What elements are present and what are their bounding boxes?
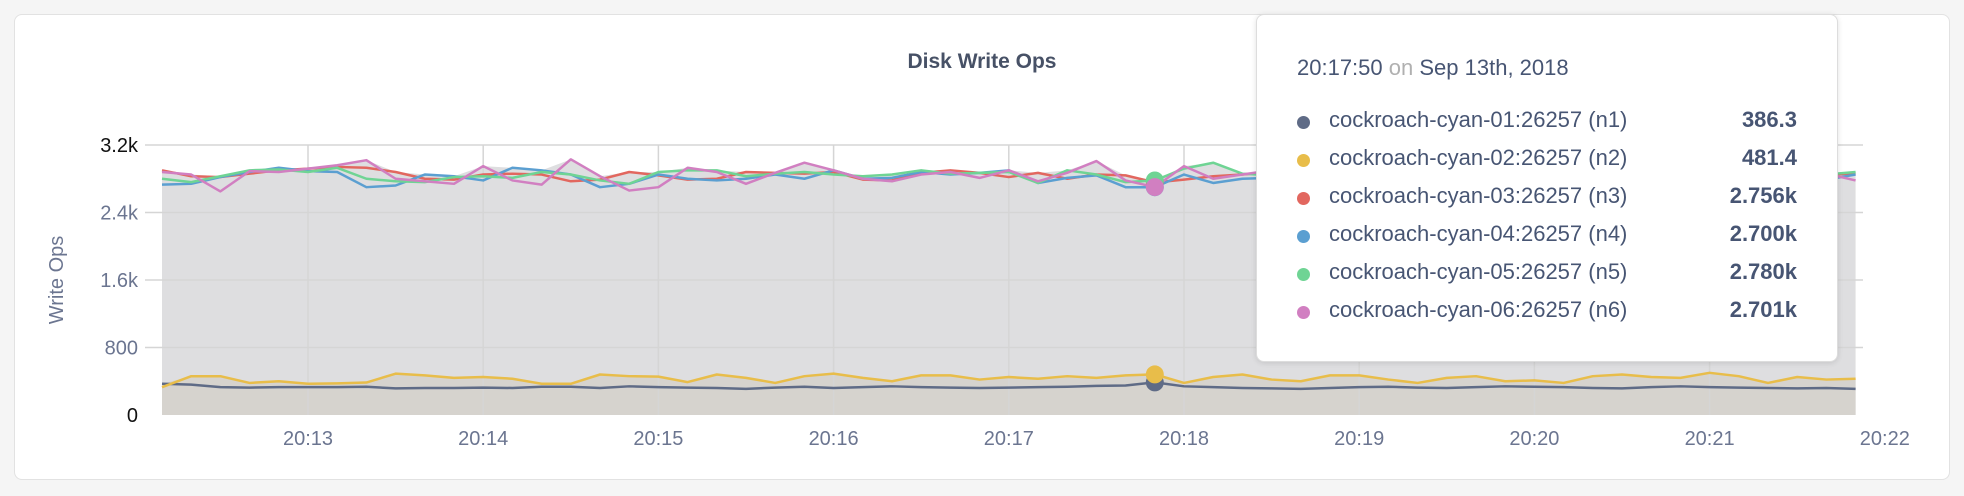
chart-title: Disk Write Ops <box>907 50 1057 73</box>
tooltip-series-name: cockroach-cyan-03:26257 (n3) <box>1329 183 1628 208</box>
x-tick-label: 20:14 <box>458 428 508 450</box>
tooltip: 20:17:50 on Sep 13th, 2018 cockroach-cya… <box>1256 14 1838 362</box>
x-tick-label: 20:15 <box>633 428 683 450</box>
tooltip-row: cockroach-cyan-03:26257 (n3) 2.756k <box>1297 183 1797 213</box>
series-color-dot-icon <box>1297 154 1310 167</box>
x-tick-label: 20:13 <box>283 428 333 450</box>
tooltip-on: on <box>1388 55 1414 80</box>
tooltip-row: cockroach-cyan-06:26257 (n6) 2.701k <box>1297 297 1797 327</box>
series-color-dot-icon <box>1297 116 1310 129</box>
tooltip-series-value: 2.701k <box>1729 297 1797 322</box>
y-tick-label: 2.4k <box>100 203 139 225</box>
y-tick-label: 0 <box>127 405 138 427</box>
tooltip-date: Sep 13th, 2018 <box>1419 55 1569 80</box>
x-tick-label: 20:19 <box>1334 428 1384 450</box>
series-color-dot-icon <box>1297 306 1310 319</box>
tooltip-series-value: 2.780k <box>1729 259 1797 284</box>
y-tick-label: 3.2k <box>100 135 139 157</box>
series-line <box>161 371 1856 389</box>
tooltip-row: cockroach-cyan-01:26257 (n1) 386.3 <box>1297 107 1797 137</box>
tooltip-timestamp: 20:17:50 on Sep 13th, 2018 <box>1297 55 1569 81</box>
x-tick-label: 20:22 <box>1860 428 1910 450</box>
y-axis-label: Write Ops <box>46 236 68 325</box>
series-color-dot-icon <box>1297 230 1310 243</box>
x-tick-label: 20:16 <box>809 428 859 450</box>
tooltip-row: cockroach-cyan-05:26257 (n5) 2.780k <box>1297 259 1797 289</box>
tooltip-series-name: cockroach-cyan-05:26257 (n5) <box>1329 259 1628 284</box>
tooltip-time: 20:17:50 <box>1297 55 1383 80</box>
tooltip-series-value: 386.3 <box>1741 107 1797 132</box>
tooltip-row: cockroach-cyan-04:26257 (n4) 2.700k <box>1297 221 1797 251</box>
tooltip-series-name: cockroach-cyan-02:26257 (n2) <box>1329 145 1628 170</box>
x-tick-label: 20:21 <box>1685 428 1735 450</box>
tooltip-series-name: cockroach-cyan-04:26257 (n4) <box>1329 221 1628 246</box>
tooltip-series-value: 2.700k <box>1729 221 1797 246</box>
y-tick-label: 1.6k <box>100 270 139 292</box>
tooltip-series-value: 2.756k <box>1729 183 1797 208</box>
hover-point <box>1145 365 1164 384</box>
series-color-dot-icon <box>1297 268 1310 281</box>
y-tick-label: 800 <box>105 338 138 360</box>
hover-point <box>1145 178 1164 197</box>
x-tick-label: 20:18 <box>1159 428 1209 450</box>
tooltip-series-name: cockroach-cyan-01:26257 (n1) <box>1329 107 1628 132</box>
x-tick-label: 20:20 <box>1509 428 1559 450</box>
x-tick-label: 20:17 <box>984 428 1034 450</box>
tooltip-row: cockroach-cyan-02:26257 (n2) 481.4 <box>1297 145 1797 175</box>
series-line <box>161 381 1856 391</box>
tooltip-series-name: cockroach-cyan-06:26257 (n6) <box>1329 297 1628 322</box>
series-color-dot-icon <box>1297 192 1310 205</box>
tooltip-series-value: 481.4 <box>1741 145 1797 170</box>
